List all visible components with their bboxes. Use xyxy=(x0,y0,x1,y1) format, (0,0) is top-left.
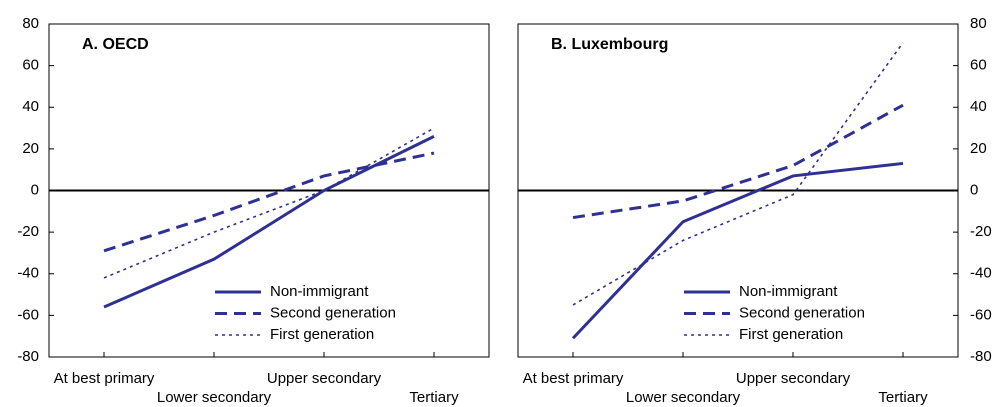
legend-label: Second generation xyxy=(270,304,396,321)
x-tick-label: At best primary xyxy=(523,370,624,387)
panel-title: A. OECD xyxy=(82,36,149,53)
series-line xyxy=(103,127,435,279)
legend-label: First generation xyxy=(739,326,843,343)
x-tick-label: Upper secondary xyxy=(267,370,382,387)
y-tick-label: -60 xyxy=(970,306,992,323)
series-line xyxy=(572,103,904,220)
x-tick-label: Lower secondary xyxy=(626,389,741,406)
y-tick-label: 0 xyxy=(970,181,978,198)
y-tick-label: 40 xyxy=(970,98,987,115)
series-line xyxy=(571,161,904,340)
y-tick-label: -20 xyxy=(17,223,39,240)
y-tick-label: 60 xyxy=(22,57,39,74)
legend-label: Second generation xyxy=(739,304,865,321)
x-tick-label: Tertiary xyxy=(878,389,928,406)
y-tick-label: -80 xyxy=(17,348,39,365)
legend-label: First generation xyxy=(270,326,374,343)
y-tick-label: 80 xyxy=(970,15,987,32)
series-line xyxy=(572,42,904,306)
y-tick-label: -80 xyxy=(970,348,992,365)
legend-label: Non-immigrant xyxy=(270,283,369,300)
y-tick-label: 20 xyxy=(970,140,987,157)
y-tick-label: -40 xyxy=(970,265,992,282)
y-tick-label: 80 xyxy=(22,15,39,32)
y-tick-label: -20 xyxy=(970,223,992,240)
x-tick-label: At best primary xyxy=(54,370,155,387)
x-tick-label: Tertiary xyxy=(409,389,459,406)
y-tick-label: 0 xyxy=(31,181,39,198)
y-tick-label: -60 xyxy=(17,306,39,323)
y-tick-label: 20 xyxy=(22,140,39,157)
series-line xyxy=(103,151,435,253)
y-tick-label: 60 xyxy=(970,57,987,74)
y-tick-label: 40 xyxy=(22,98,39,115)
x-tick-label: Lower secondary xyxy=(157,389,272,406)
x-tick-label: Upper secondary xyxy=(736,370,851,387)
y-tick-label: -40 xyxy=(17,265,39,282)
legend-label: Non-immigrant xyxy=(739,283,838,300)
panel-title: B. Luxembourg xyxy=(551,36,668,53)
